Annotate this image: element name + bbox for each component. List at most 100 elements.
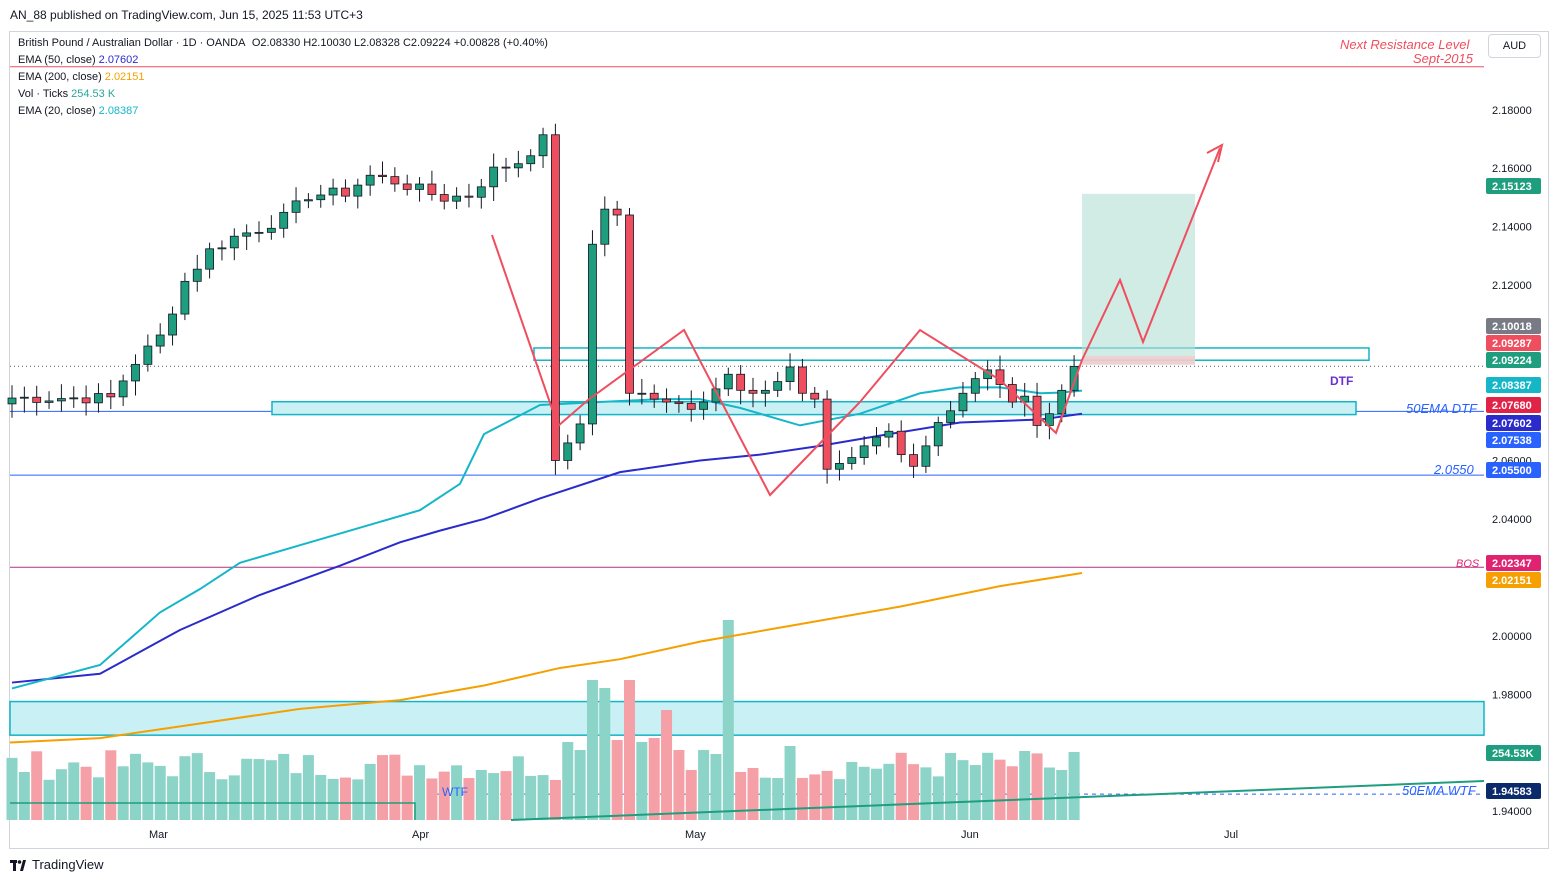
y-axis-tick: 2.14000 (1492, 222, 1532, 234)
legend-ema50[interactable]: EMA (50, close) 2.07602 (18, 52, 548, 69)
price-badge (1486, 335, 1541, 351)
volume-bar (908, 764, 920, 820)
volume-bar (216, 779, 228, 820)
candle-body (464, 195, 474, 198)
candle-body (822, 398, 832, 470)
candle-body (970, 378, 980, 394)
volume-bar (204, 772, 216, 820)
volume-bar (6, 757, 18, 820)
legend-volume[interactable]: Vol · Ticks 254.53 K (18, 86, 548, 103)
volume-bar (883, 763, 895, 820)
volume-bar (117, 766, 129, 820)
candle-body (711, 388, 721, 403)
candle-body (748, 389, 758, 394)
target-zone (1082, 193, 1195, 344)
candle-body (760, 389, 770, 394)
volume-bar (735, 771, 747, 820)
price-badge-label: 2.02151 (1492, 575, 1532, 587)
candle-body (254, 231, 264, 234)
volume-bar (327, 778, 339, 820)
currency-button[interactable]: AUD (1488, 34, 1541, 58)
legend-ema20[interactable]: EMA (20, close) 2.08387 (18, 103, 548, 120)
candle-body (390, 176, 400, 185)
dtf-label: DTF (1330, 374, 1353, 388)
volume-bar (549, 779, 561, 820)
volume-bar (673, 750, 685, 820)
resistance-date-label: Sept-2015 (1413, 51, 1474, 66)
x-axis-tick: Apr (412, 829, 429, 841)
candle-body (662, 398, 671, 403)
ema20-line (11, 386, 1083, 690)
volume-bar (377, 755, 388, 820)
symbol-title: British Pound / Australian Dollar · 1D ·… (18, 37, 245, 49)
candle-body (588, 243, 597, 425)
candle-body (106, 393, 116, 398)
candle-body (316, 194, 326, 201)
volume-bar (401, 775, 413, 820)
candle-body (1069, 365, 1079, 391)
price-badge (1486, 572, 1541, 588)
price-badge-label: 1.94583 (1492, 786, 1532, 798)
candle-body (439, 194, 449, 202)
candle-body (859, 445, 869, 458)
candle-body (551, 134, 560, 461)
volume-bar (759, 777, 771, 820)
price-badge (1486, 555, 1541, 571)
candle-body (242, 232, 252, 237)
candle-body (7, 397, 17, 405)
candle-body (131, 363, 140, 382)
candle-body (229, 235, 239, 249)
price-badge (1486, 352, 1541, 368)
volume-bar (698, 750, 710, 820)
ema50-dtf-label: 50EMA DTF (1406, 401, 1478, 416)
legend-ema200[interactable]: EMA (200, close) 2.02151 (18, 69, 548, 86)
volume-bar (586, 680, 598, 820)
dtf-zone (271, 400, 1357, 416)
volume-bar (537, 775, 549, 820)
projection-path (557, 147, 1221, 497)
chart-legend: British Pound / Australian Dollar · 1D ·… (18, 35, 548, 120)
volume-bar (488, 773, 500, 820)
volume-bar (722, 620, 734, 820)
volume-bar (18, 771, 30, 820)
candle-body (884, 430, 894, 438)
symbol-row[interactable]: British Pound / Australian Dollar · 1D ·… (18, 35, 548, 52)
projection-start (491, 234, 559, 427)
stop-zone (1082, 356, 1195, 365)
y-axis-tick: 2.04000 (1492, 514, 1532, 526)
footer-brand: TradingView (10, 857, 104, 872)
price-badge (1486, 397, 1541, 413)
wtf-demand-zone (9, 700, 1485, 736)
ema50-wtf-label: 50EMA WTF (1402, 783, 1477, 798)
candle-body (328, 187, 338, 196)
candle-body (526, 155, 536, 165)
candle-body (798, 366, 807, 394)
candle-body (291, 200, 301, 213)
y-axis-tick: 2.18000 (1492, 105, 1532, 117)
candle-body (94, 393, 103, 404)
volume-bar (685, 770, 697, 820)
candle-body (489, 166, 499, 188)
candle-body (118, 380, 128, 398)
candle-body (736, 373, 746, 391)
volume-bar (920, 767, 932, 820)
volume-bar (599, 688, 611, 820)
candle-body (538, 134, 548, 157)
x-axis-tick: Mar (149, 829, 168, 841)
legend-ema200-label: EMA (200, close) (18, 71, 102, 83)
x-axis-tick: Jun (961, 829, 979, 841)
tradingview-logo-icon (10, 859, 26, 871)
volume-bar (68, 762, 80, 820)
volume-bar (574, 750, 586, 820)
volume-bar (167, 776, 179, 820)
candle-body (205, 248, 215, 270)
volume-bar (1031, 753, 1043, 820)
volume-bar (55, 769, 67, 820)
candle-body (810, 392, 820, 400)
candle-body (69, 397, 79, 400)
candle-body (501, 166, 511, 169)
projection-arrow-icon (1206, 143, 1224, 163)
support-label: 2.0550 (1433, 462, 1475, 477)
candle-body (57, 398, 66, 402)
